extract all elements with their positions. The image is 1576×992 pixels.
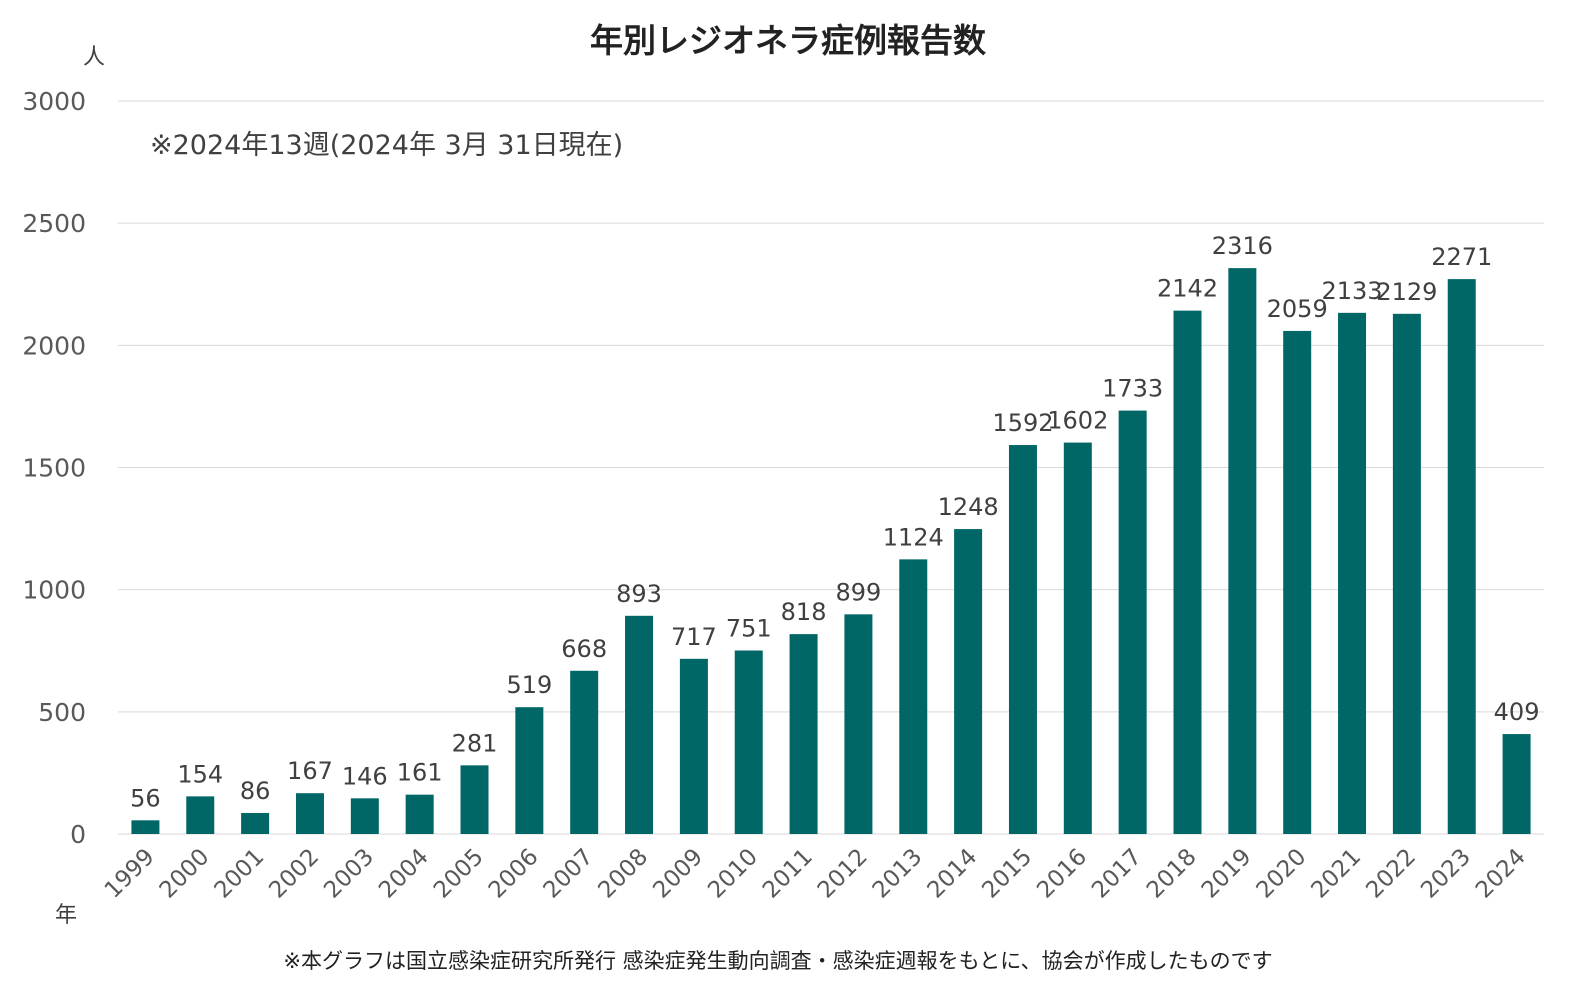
y-tick-label: 3000: [22, 87, 86, 116]
bar: [1118, 410, 1147, 834]
bar: [570, 670, 599, 834]
bar: [1063, 442, 1092, 834]
x-tick-label: 2021: [1306, 844, 1366, 904]
bar: [789, 634, 818, 834]
data-label: 519: [506, 671, 552, 699]
x-tick-label: 2024: [1471, 844, 1531, 904]
chart-annotation: ※2024年13週(2024年 3月 31日現在): [150, 130, 623, 161]
data-label: 1733: [1102, 375, 1163, 403]
bar: [295, 793, 324, 834]
data-label: 154: [177, 760, 223, 788]
x-tick-label: 2004: [374, 844, 434, 904]
data-label: 1592: [992, 409, 1053, 437]
data-label: 751: [726, 615, 772, 643]
bar: [899, 559, 928, 834]
x-tick-label: 2019: [1197, 844, 1257, 904]
data-label: 2316: [1212, 232, 1273, 260]
bar: [625, 615, 654, 834]
bar: [954, 529, 983, 834]
data-label: 1248: [938, 493, 999, 521]
y-tick-label: 2000: [22, 331, 86, 360]
bar: [1502, 734, 1531, 834]
chart-title: 年別レジオネラ症例報告数: [590, 21, 987, 60]
x-tick-label: 2012: [813, 844, 873, 904]
data-label: 893: [616, 580, 662, 608]
x-tick-label: 2009: [648, 844, 708, 904]
data-label: 1602: [1047, 407, 1108, 435]
y-tick-label: 500: [38, 698, 86, 727]
bar: [679, 658, 708, 834]
data-label: 2059: [1267, 295, 1328, 323]
data-label: 409: [1494, 698, 1540, 726]
x-tick-label: 2022: [1361, 844, 1421, 904]
x-tick-labels: 1999200020012002200320042005200620072008…: [100, 844, 1531, 904]
x-tick-label: 2018: [1142, 844, 1202, 904]
data-label: 899: [836, 578, 882, 606]
y-tick-label: 1000: [22, 576, 86, 605]
data-label: 2133: [1321, 277, 1382, 305]
data-label: 717: [671, 623, 717, 651]
y-tick-labels: 0 500 1000 1500 2000 2500 3000: [22, 87, 86, 849]
x-tick-label: 2013: [868, 844, 928, 904]
bars: [131, 268, 1531, 834]
x-tick-label: 2017: [1087, 844, 1147, 904]
bar: [131, 820, 160, 834]
y-tick-label: 1500: [22, 454, 86, 483]
x-tick-label: 2000: [155, 844, 215, 904]
x-tick-label: 1999: [100, 844, 160, 904]
data-label: 2271: [1431, 243, 1492, 271]
x-tick-label: 2006: [484, 844, 544, 904]
bar: [1173, 310, 1202, 834]
x-tick-label: 2020: [1252, 844, 1312, 904]
data-label: 281: [452, 729, 498, 757]
data-label: 1124: [883, 523, 944, 551]
x-tick-label: 2005: [429, 844, 489, 904]
data-label: 2129: [1376, 278, 1437, 306]
y-tick-label: 2500: [22, 209, 86, 238]
bar: [460, 765, 489, 834]
bar: [734, 650, 763, 834]
data-label: 818: [781, 598, 827, 626]
data-label: 161: [397, 759, 443, 787]
data-label: 2142: [1157, 275, 1218, 303]
x-tick-label: 2001: [210, 844, 270, 904]
bar: [515, 707, 544, 834]
y-tick-label: 0: [70, 820, 86, 849]
bar: [1447, 279, 1476, 834]
bar: [241, 812, 270, 834]
bar: [405, 794, 434, 834]
data-labels: 56 154 86 167 146 161 281 519 668 893 717 751 818 899…: [130, 232, 1539, 812]
bar: [186, 796, 215, 834]
x-tick-label: 2002: [264, 844, 324, 904]
bar: [1228, 268, 1257, 834]
x-tick-label: 2014: [923, 844, 983, 904]
x-tick-label: 2015: [977, 844, 1037, 904]
bar: [1283, 330, 1312, 834]
bar: [1338, 312, 1367, 834]
bar: [1008, 445, 1037, 834]
source-note: ※本グラフは国立感染症研究所発行 感染症発生動向調査・感染症週報をもとに、協会が…: [283, 949, 1272, 973]
x-tick-label: 2023: [1416, 844, 1476, 904]
x-tick-label: 2008: [593, 844, 653, 904]
x-tick-label: 2011: [758, 844, 818, 904]
data-label: 167: [287, 757, 333, 785]
x-axis-unit: 年: [55, 903, 77, 928]
data-label: 56: [130, 784, 161, 812]
x-tick-label: 2010: [703, 844, 763, 904]
x-tick-label: 2007: [539, 844, 599, 904]
data-label: 146: [342, 762, 388, 790]
bar: [1392, 313, 1421, 834]
gridlines: [118, 100, 1544, 835]
x-tick-label: 2003: [319, 844, 379, 904]
data-label: 86: [240, 777, 271, 805]
x-tick-label: 2016: [1032, 844, 1092, 904]
bar: [350, 798, 379, 834]
bar: [844, 614, 873, 834]
data-label: 668: [561, 635, 607, 663]
y-axis-unit: 人: [83, 45, 105, 70]
